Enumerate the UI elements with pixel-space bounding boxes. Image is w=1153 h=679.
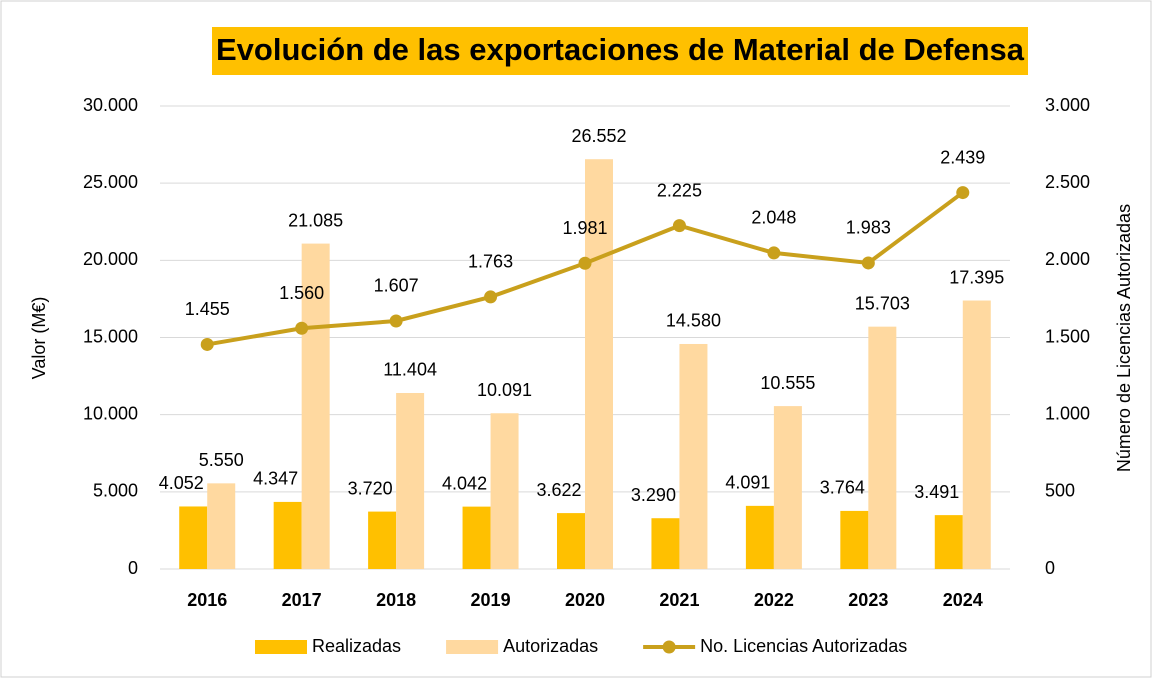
bar — [273, 501, 302, 569]
data-label: 14.580 — [666, 311, 721, 331]
bar — [840, 510, 869, 569]
title-box — [212, 27, 1028, 75]
line-marker — [200, 337, 214, 351]
y2-tick-label: 500 — [1045, 481, 1075, 501]
x-tick-label: 2019 — [471, 590, 511, 610]
x-tick-label: 2018 — [376, 590, 416, 610]
line-marker — [578, 256, 592, 270]
y2-tick-label: 1.500 — [1045, 326, 1090, 346]
x-tick-label: 2020 — [565, 590, 605, 610]
data-label: 3.491 — [914, 482, 959, 502]
line-marker — [861, 256, 875, 270]
bar — [368, 511, 397, 569]
data-label: 1.763 — [468, 252, 513, 272]
data-label: 4.052 — [159, 473, 204, 493]
legend-swatch — [255, 640, 307, 654]
chart-title: Evolución de las exportaciones de Materi… — [216, 32, 1025, 67]
y2-tick-label: 1.000 — [1045, 403, 1090, 423]
data-label: 17.395 — [949, 267, 1004, 287]
x-tick-label: 2021 — [659, 590, 699, 610]
line-marker — [767, 246, 781, 260]
legend-label: Realizadas — [312, 636, 401, 656]
x-tick-label: 2022 — [754, 590, 794, 610]
data-label: 11.404 — [383, 360, 437, 380]
y-tick-label: 10.000 — [83, 403, 138, 423]
data-label: 1.455 — [185, 299, 230, 319]
line-marker — [389, 314, 403, 328]
data-label: 4.042 — [442, 473, 487, 493]
y-tick-label: 20.000 — [83, 249, 138, 269]
data-label: 10.091 — [477, 380, 532, 400]
y-tick-label: 5.000 — [93, 481, 138, 501]
bar — [396, 392, 425, 569]
data-label: 1.560 — [279, 283, 324, 303]
data-label: 2.439 — [940, 147, 985, 167]
y-tick-label: 15.000 — [83, 326, 138, 346]
bar — [934, 515, 963, 569]
data-label: 3.622 — [536, 480, 581, 500]
legend-label: No. Licencias Autorizadas — [700, 636, 907, 656]
data-label: 3.720 — [348, 478, 393, 498]
y-axis-label: Valor (M€) — [29, 297, 49, 380]
line-marker — [672, 219, 686, 233]
data-label: 1.607 — [374, 276, 419, 296]
bar — [462, 506, 491, 569]
data-label: 5.550 — [199, 450, 244, 470]
data-label: 26.552 — [571, 126, 626, 146]
bar — [585, 159, 613, 570]
bar — [490, 413, 519, 569]
y-tick-label: 25.000 — [83, 172, 138, 192]
x-tick-label: 2024 — [943, 590, 983, 610]
y-tick-label: 0 — [128, 558, 138, 578]
line-marker — [956, 186, 970, 200]
y2-tick-label: 3.000 — [1045, 95, 1090, 115]
y-tick-label: 30.000 — [83, 95, 138, 115]
bar — [679, 343, 708, 569]
data-label: 15.703 — [855, 293, 910, 313]
legend-label: Autorizadas — [503, 636, 598, 656]
bar — [868, 326, 897, 569]
bar — [962, 300, 991, 569]
y2-tick-label: 0 — [1045, 558, 1055, 578]
line-marker — [484, 290, 498, 304]
bar — [207, 483, 236, 569]
data-label: 2.048 — [751, 208, 796, 228]
x-tick-label: 2016 — [187, 590, 227, 610]
y2-axis-label: Número de Licencias Autorizadas — [1114, 204, 1134, 472]
data-label: 1.983 — [846, 218, 891, 238]
data-label: 4.347 — [253, 469, 298, 489]
line-marker — [295, 321, 309, 335]
data-label: 3.290 — [631, 485, 676, 505]
data-label: 2.225 — [657, 180, 702, 200]
data-label: 4.091 — [725, 473, 770, 493]
bar — [745, 505, 774, 569]
x-tick-label: 2017 — [282, 590, 322, 610]
data-label: 3.764 — [820, 478, 865, 498]
legend-swatch — [662, 640, 676, 654]
y2-tick-label: 2.500 — [1045, 172, 1090, 192]
data-label: 1.981 — [562, 218, 607, 238]
y2-tick-label: 2.000 — [1045, 249, 1090, 269]
bar — [557, 513, 585, 569]
data-label: 21.085 — [288, 210, 343, 230]
bar — [773, 406, 802, 569]
bar — [301, 243, 330, 569]
legend-swatch — [446, 640, 499, 654]
bar — [179, 506, 208, 569]
bar — [651, 518, 680, 569]
data-label: 10.555 — [760, 373, 815, 393]
x-tick-label: 2023 — [848, 590, 888, 610]
